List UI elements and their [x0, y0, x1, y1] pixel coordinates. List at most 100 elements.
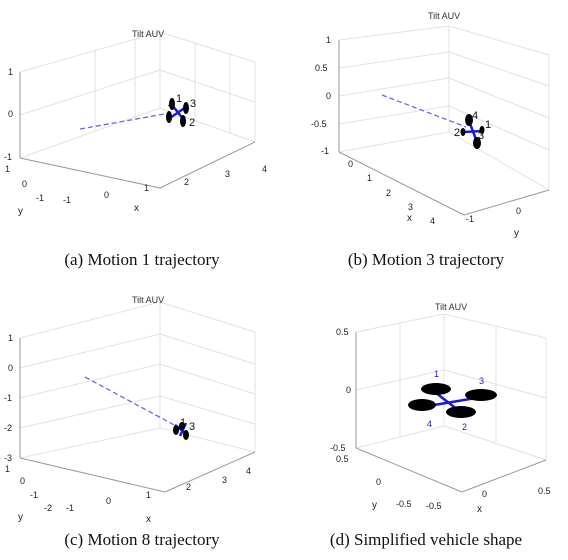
x-tick: -0.5: [426, 501, 442, 511]
rotor-label: 2: [454, 127, 460, 139]
y-tick: 1: [5, 164, 10, 174]
rotor-label: 2: [189, 117, 195, 129]
rotor: [421, 383, 451, 395]
panel-vehicle-shape: Tilt AUV 0.5 0 -0.5 0.5 0 -0.5 y -0.5 0 …: [284, 280, 568, 560]
rotor: [166, 111, 172, 123]
x-tick: 3: [408, 202, 413, 212]
chart-motion-1: Tilt AUV 1 0 -1 1 0 -1 y -1 0 1 2 3 4 x …: [4, 29, 267, 217]
x-tick: 0: [348, 159, 353, 169]
rotor: [446, 406, 476, 418]
panel-motion-8: Tilt AUV 1 0 -1 -2 -3 1 0 -1 -2 y -1 0 1…: [0, 280, 284, 560]
chart-vehicle-shape: Tilt AUV 0.5 0 -0.5 0.5 0 -0.5 y -0.5 0 …: [330, 302, 551, 515]
y-tick: 0: [516, 206, 521, 216]
axis-lines: [355, 332, 547, 493]
z-tick: -0.5: [311, 119, 327, 129]
grid-walls: [355, 313, 547, 461]
x-tick: 0.5: [538, 486, 551, 496]
rotor: [465, 114, 473, 126]
z-tick: 0: [346, 385, 351, 395]
y-axis-label: y: [372, 500, 377, 511]
chart-title: Tilt AUV: [435, 302, 467, 312]
panel-motion-3: Tilt AUV 1 0.5 0 -0.5 -1 0 1 2 3 4 x -1 …: [284, 0, 568, 280]
vehicle-arm: [463, 129, 483, 134]
rotor: [465, 389, 497, 401]
chart-motion-8: Tilt AUV 1 0 -1 -2 -3 1 0 -1 -2 y -1 0 1…: [4, 295, 256, 525]
z-tick: 0.5: [315, 63, 328, 73]
y-axis-label: y: [514, 228, 519, 239]
rotor-label: 3: [190, 98, 196, 110]
rotor: [180, 115, 186, 127]
x-tick: 3: [222, 475, 227, 485]
z-tick: 0: [8, 109, 13, 119]
rotor-label: 1: [176, 93, 182, 105]
grid-walls: [19, 301, 256, 459]
z-tick: -1: [4, 393, 12, 403]
rotor: [169, 98, 175, 110]
rotor: [173, 425, 179, 435]
x-tick: 2: [184, 177, 189, 187]
x-tick: -1: [63, 195, 71, 205]
rotor-label: 4: [472, 110, 478, 122]
vehicle: [166, 98, 189, 127]
z-tick: -1: [321, 146, 329, 156]
rotor-label: 3: [189, 421, 195, 433]
x-tick: 1: [144, 183, 149, 193]
y-tick: -1: [36, 193, 44, 203]
axis-lines: [19, 338, 256, 493]
caption: (a) Motion 1 trajectory: [64, 250, 220, 269]
vehicle: [460, 114, 485, 149]
chart-title: Tilt AUV: [428, 11, 460, 21]
trajectory-line: [79, 112, 171, 130]
vehicle: [408, 383, 497, 418]
y-tick: -1: [466, 214, 474, 224]
rotor: [473, 137, 481, 149]
z-tick: 1: [8, 67, 13, 77]
x-tick: 2: [186, 482, 191, 492]
axis-lines: [19, 72, 256, 189]
y-tick: 0: [20, 476, 25, 486]
y-axis-label: y: [18, 206, 23, 217]
x-axis-label: x: [407, 213, 412, 224]
caption: (b) Motion 3 trajectory: [347, 250, 505, 269]
x-tick: 4: [246, 466, 251, 476]
x-axis-label: x: [146, 514, 151, 525]
rotor: [460, 128, 466, 136]
trajectory-line: [84, 376, 179, 428]
x-tick: 4: [262, 164, 267, 174]
y-tick: 0.5: [336, 454, 349, 464]
grid-walls: [19, 31, 256, 189]
x-tick: 2: [386, 188, 391, 198]
rotor-label: 4: [427, 419, 432, 429]
rotor: [408, 399, 436, 411]
z-tick: -0.5: [330, 443, 346, 453]
caption: (c) Motion 8 trajectory: [64, 530, 220, 549]
z-tick: 1: [326, 35, 331, 45]
rotor-label: 3: [478, 130, 484, 142]
chart-motion-3: Tilt AUV 1 0.5 0 -0.5 -1 0 1 2 3 4 x -1 …: [311, 11, 550, 239]
rotor-label: 1: [485, 119, 491, 131]
axis-lines: [338, 40, 550, 216]
rotor: [183, 430, 189, 440]
x-tick: 4: [430, 216, 435, 226]
rotor: [183, 102, 189, 114]
rotor-label: 1: [180, 417, 186, 429]
rotor: [179, 422, 185, 430]
x-axis-label: x: [134, 203, 139, 214]
z-tick: -3: [4, 453, 12, 463]
z-tick: 0: [326, 91, 331, 101]
rotor-label: 2: [462, 422, 467, 432]
x-axis-label: x: [477, 504, 482, 515]
y-tick: -2: [44, 503, 52, 513]
panel-motion-1: Tilt AUV 1 0 -1 1 0 -1 y -1 0 1 2 3 4 x …: [0, 0, 284, 280]
y-axis-label: y: [18, 512, 23, 523]
x-tick: 0: [104, 190, 109, 200]
caption: (d) Simplified vehicle shape: [329, 530, 523, 549]
z-tick: 0.5: [336, 327, 349, 337]
x-tick: 1: [146, 490, 151, 500]
x-tick: 1: [367, 173, 372, 183]
z-tick: -2: [4, 423, 12, 433]
chart-title: Tilt AUV: [132, 29, 164, 39]
rotor-label: 4: [168, 99, 174, 111]
y-tick: 0: [22, 179, 27, 189]
chart-title: Tilt AUV: [132, 295, 164, 305]
